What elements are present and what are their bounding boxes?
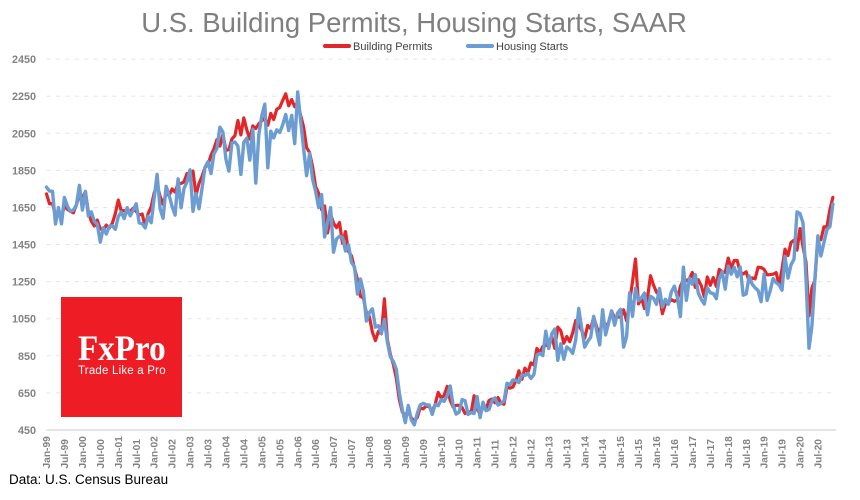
svg-text:Jul-15: Jul-15 bbox=[634, 439, 645, 469]
svg-text:2250: 2250 bbox=[12, 91, 36, 103]
svg-text:Jan-07: Jan-07 bbox=[329, 436, 340, 469]
svg-text:Jul-07: Jul-07 bbox=[347, 439, 358, 469]
svg-text:Jan-04: Jan-04 bbox=[222, 436, 233, 469]
svg-text:Jul-01: Jul-01 bbox=[132, 439, 143, 469]
svg-text:1450: 1450 bbox=[12, 240, 36, 252]
svg-text:Jul-16: Jul-16 bbox=[670, 439, 681, 469]
svg-text:Jul-08: Jul-08 bbox=[383, 439, 394, 469]
svg-text:Jul-09: Jul-09 bbox=[419, 439, 430, 469]
svg-text:1250: 1250 bbox=[12, 277, 36, 289]
svg-text:Jan-16: Jan-16 bbox=[652, 436, 663, 469]
svg-text:Jan-19: Jan-19 bbox=[760, 436, 771, 469]
svg-text:2050: 2050 bbox=[12, 128, 36, 140]
svg-text:650: 650 bbox=[18, 388, 36, 400]
svg-text:Jul-11: Jul-11 bbox=[491, 439, 502, 468]
svg-text:Jul-18: Jul-18 bbox=[742, 439, 753, 469]
svg-text:Jan-20: Jan-20 bbox=[796, 436, 807, 469]
svg-text:Jul-00: Jul-00 bbox=[96, 439, 107, 469]
svg-text:Jan-15: Jan-15 bbox=[616, 436, 627, 469]
svg-text:Jan-01: Jan-01 bbox=[114, 436, 125, 469]
svg-text:Jul-19: Jul-19 bbox=[778, 439, 789, 469]
svg-text:Jan-08: Jan-08 bbox=[365, 436, 376, 469]
svg-text:Jan-10: Jan-10 bbox=[437, 436, 448, 469]
svg-text:Jan-06: Jan-06 bbox=[293, 436, 304, 469]
svg-text:Jan-17: Jan-17 bbox=[688, 436, 699, 469]
svg-text:1850: 1850 bbox=[12, 165, 36, 177]
svg-text:Jul-06: Jul-06 bbox=[311, 439, 322, 469]
svg-text:Jul-10: Jul-10 bbox=[455, 439, 466, 469]
svg-text:Jan-14: Jan-14 bbox=[580, 436, 591, 469]
svg-text:Jul-17: Jul-17 bbox=[706, 439, 717, 469]
svg-text:Jul-12: Jul-12 bbox=[527, 439, 538, 469]
svg-text:1050: 1050 bbox=[12, 314, 36, 326]
svg-text:Jan-11: Jan-11 bbox=[473, 436, 484, 468]
svg-text:Jan-13: Jan-13 bbox=[544, 436, 555, 469]
svg-text:Jul-20: Jul-20 bbox=[814, 439, 825, 469]
svg-text:Jul-13: Jul-13 bbox=[562, 439, 573, 469]
svg-text:450: 450 bbox=[18, 425, 36, 437]
svg-text:1650: 1650 bbox=[12, 203, 36, 215]
svg-text:Jul-99: Jul-99 bbox=[60, 439, 71, 469]
svg-text:Jul-02: Jul-02 bbox=[168, 439, 179, 469]
svg-text:Jul-05: Jul-05 bbox=[275, 439, 286, 469]
svg-text:Jan-02: Jan-02 bbox=[150, 436, 161, 469]
svg-text:Jan-12: Jan-12 bbox=[509, 436, 520, 469]
svg-text:Jan-05: Jan-05 bbox=[257, 436, 268, 469]
svg-text:Jul-04: Jul-04 bbox=[239, 439, 250, 469]
svg-text:2450: 2450 bbox=[12, 54, 36, 66]
svg-text:Jul-14: Jul-14 bbox=[598, 439, 609, 469]
svg-text:Jul-03: Jul-03 bbox=[204, 439, 215, 469]
svg-text:Jan-18: Jan-18 bbox=[724, 436, 735, 469]
svg-text:Jan-99: Jan-99 bbox=[42, 436, 53, 469]
svg-text:Jan-00: Jan-00 bbox=[78, 436, 89, 469]
svg-text:Jan-09: Jan-09 bbox=[401, 436, 412, 469]
svg-text:850: 850 bbox=[18, 351, 36, 363]
svg-text:Jan-03: Jan-03 bbox=[186, 436, 197, 469]
